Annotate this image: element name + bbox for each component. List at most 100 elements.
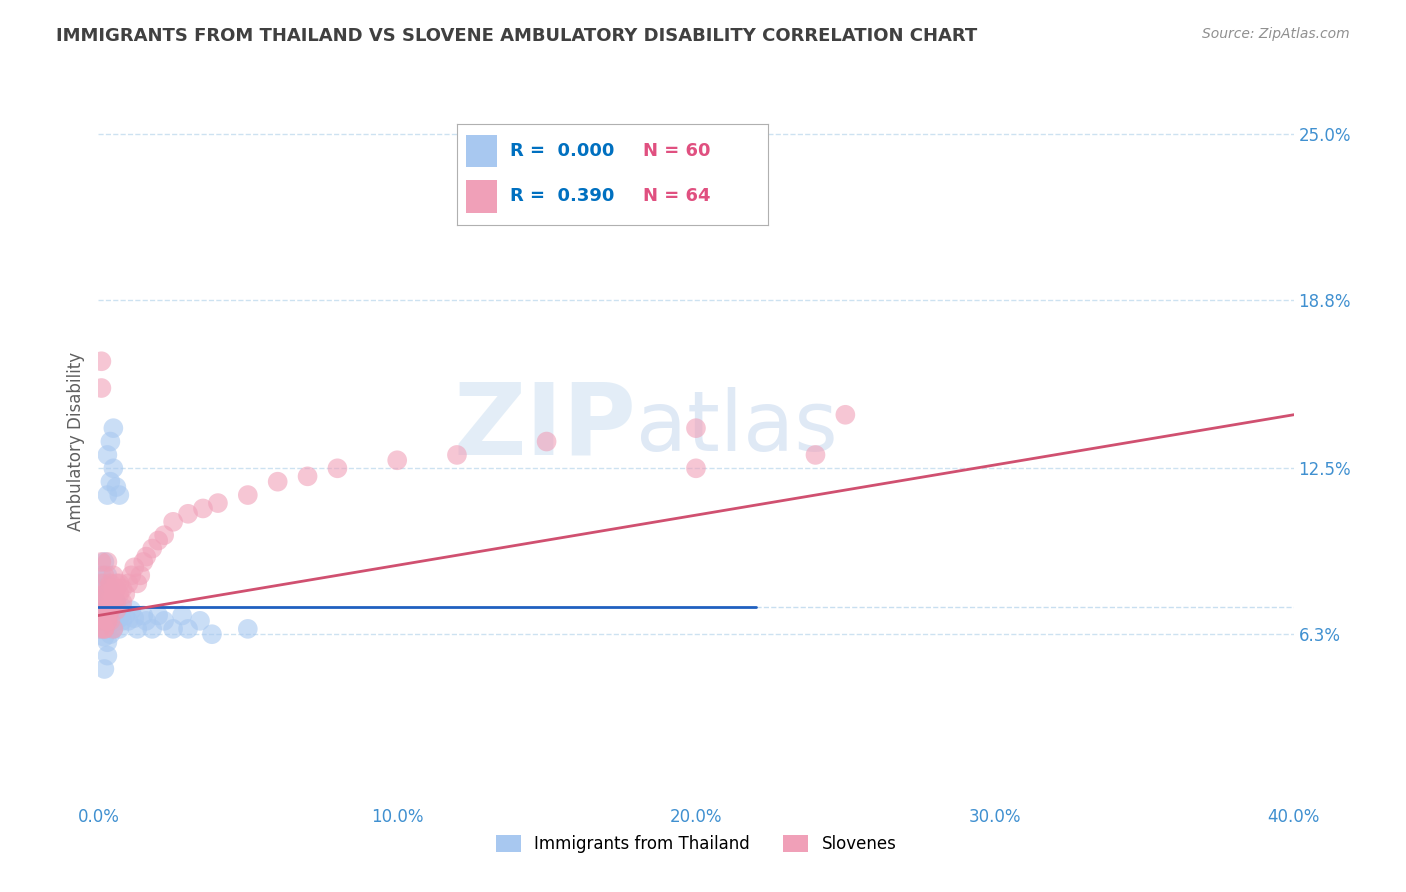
Point [89,622,111,636]
Point [103,587,125,601]
Point [103,614,125,628]
Point [108,603,131,617]
Point [96,635,118,649]
Point [98,595,122,609]
Text: Source: ZipAtlas.com: Source: ZipAtlas.com [1202,27,1350,41]
Point [114,587,136,601]
Point [153,614,176,628]
Point [93,603,115,617]
Text: atlas: atlas [637,386,838,467]
Point [96,648,118,663]
Point [177,507,200,521]
Point [96,595,118,609]
Point [108,587,131,601]
Point [111,614,134,628]
Point [96,614,118,628]
Point [120,568,142,582]
Point [93,614,115,628]
Point [90,381,112,395]
Point [103,582,125,596]
Point [162,515,184,529]
Point [105,608,128,623]
Y-axis label: Ambulatory Disability: Ambulatory Disability [66,352,84,531]
Point [90,568,112,582]
Point [236,488,259,502]
Point [124,611,146,625]
Point [96,608,118,623]
Point [98,598,122,612]
Point [93,622,115,636]
Point [105,603,128,617]
Point [93,595,115,609]
Point [135,549,157,564]
Point [98,475,122,489]
Point [114,608,136,623]
Point [93,622,115,636]
Point [90,582,112,596]
Point [103,421,125,435]
Point [103,568,125,582]
Point [98,576,122,591]
Point [834,408,856,422]
Point [96,568,118,582]
Point [98,627,122,641]
Point [536,434,558,449]
Point [103,595,125,609]
Point [685,461,707,475]
Point [111,595,134,609]
Point [96,622,118,636]
Point [93,662,115,676]
Point [385,453,409,467]
Point [96,595,118,609]
Point [804,448,827,462]
Point [120,603,142,617]
Point [132,608,155,623]
Point [93,587,115,601]
Point [93,555,115,569]
Point [108,576,131,591]
Text: ZIP: ZIP [453,378,637,475]
Point [105,595,128,609]
Point [93,576,115,591]
Point [141,622,163,636]
Point [108,488,131,502]
Point [96,555,118,569]
Point [96,608,118,623]
Point [96,448,118,462]
Point [117,576,139,591]
Point [108,611,131,625]
Point [105,595,128,609]
Text: IMMIGRANTS FROM THAILAND VS SLOVENE AMBULATORY DISABILITY CORRELATION CHART: IMMIGRANTS FROM THAILAND VS SLOVENE AMBU… [56,27,977,45]
Point [98,603,122,617]
Point [135,614,157,628]
Point [90,555,112,569]
Point [103,622,125,636]
Point [93,603,115,617]
Point [172,608,194,623]
Point [98,614,122,628]
Point [103,595,125,609]
Point [141,541,163,556]
Point [90,614,112,628]
Point [148,608,170,623]
Point [93,603,115,617]
Point [103,603,125,617]
Point [90,622,112,636]
Point [90,608,112,623]
Point [297,469,319,483]
Point [98,582,122,596]
Point [98,603,122,617]
Point [96,587,118,601]
Point [103,461,125,475]
Point [201,627,224,641]
Point [685,421,707,435]
Point [188,614,211,628]
Point [153,528,176,542]
Point [93,568,115,582]
Point [124,560,146,574]
Point [98,603,122,617]
Point [127,576,149,591]
Point [191,501,214,516]
Point [98,434,122,449]
Point [132,555,155,569]
